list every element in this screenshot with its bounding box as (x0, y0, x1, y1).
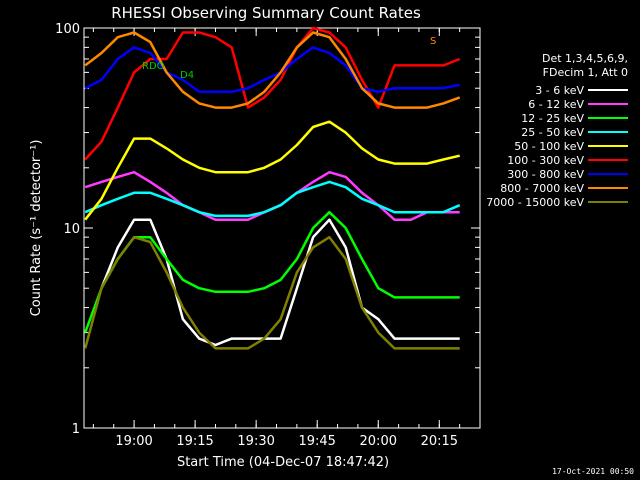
series-line (84, 120, 460, 221)
legend-label: 800 - 7000 keV (500, 182, 584, 195)
series-line (84, 26, 461, 161)
legend-label: 50 - 100 keV (514, 140, 584, 153)
legend-label: 12 - 25 keV (521, 112, 584, 125)
y-axis-label: Count Rate (s⁻¹ detector⁻¹) (29, 140, 44, 317)
series-line (84, 31, 461, 109)
legend-label: 25 - 50 keV (521, 126, 584, 139)
chart-title: RHESSI Observing Summary Count Rates (111, 4, 421, 22)
legend-header-line: Det 1,3,4,5,6,9, (542, 52, 628, 65)
x-axis-label: Start Time (04-Dec-07 18:47:42) (177, 455, 389, 470)
x-tick-label: 19:15 (176, 434, 213, 449)
x-tick-label: 19:30 (237, 434, 274, 449)
plot-axes: 19:00 19:15 19:30 19:45 20:00 20:15 1 10 100 (55, 22, 481, 449)
legend: Det 1,3,4,5,6,9,FDecim 1, Att 0 3 - 6 keV… (486, 52, 628, 209)
legend-label: 7000 - 15000 keV (486, 196, 584, 209)
flag-label: S (430, 36, 436, 47)
legend-label: 6 - 12 keV (528, 98, 584, 111)
series-line (100, 218, 460, 347)
y-tick-label: 100 (55, 22, 80, 37)
series-line (84, 180, 461, 218)
y-tick-label: 10 (63, 222, 80, 237)
legend-label: 3 - 6 keV (535, 84, 584, 97)
x-tick-label: 19:00 (115, 434, 152, 449)
legend-label: 300 - 800 keV (507, 168, 584, 181)
series-line (83, 235, 460, 350)
y-tick-label: 1 (72, 422, 80, 437)
series-line (84, 46, 460, 94)
x-tick-label: 19:45 (298, 434, 335, 449)
flag-label: D4 (180, 70, 194, 81)
legend-header-line: FDecim 1, Att 0 (543, 66, 628, 79)
legend-label: 100 - 300 keV (507, 154, 584, 167)
footer-timestamp: 17-Oct-2021 00:50 (552, 467, 634, 476)
flag-labels: RDO D4 S (142, 36, 436, 81)
series-line (84, 210, 460, 334)
x-tick-label: 20:15 (421, 434, 458, 449)
x-tick-label: 20:00 (360, 434, 397, 449)
series-layer (83, 26, 461, 350)
flag-label: RDO (142, 61, 165, 72)
